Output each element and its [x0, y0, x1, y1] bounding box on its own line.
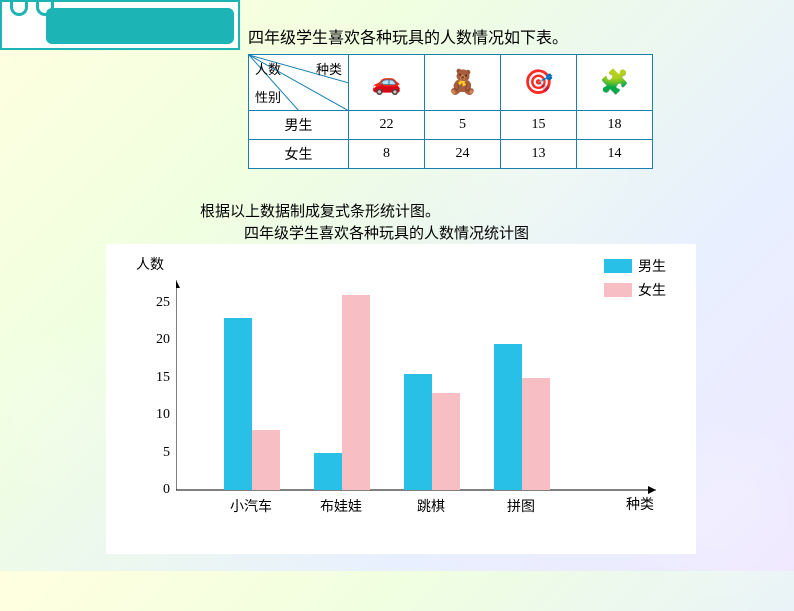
corner-bottom: 性别 — [255, 87, 281, 106]
cell: 22 — [349, 111, 425, 140]
legend-label: 男生 — [638, 256, 666, 276]
cell: 24 — [425, 140, 501, 169]
y-tick-label: 0 — [140, 482, 170, 498]
cell: 5 — [425, 111, 501, 140]
row-label: 女生 — [249, 140, 349, 169]
table-title: 四年级学生喜欢各种玩具的人数情况如下表。 — [248, 24, 688, 48]
category-label: 跳棋 — [396, 496, 466, 516]
y-tick-label: 25 — [140, 295, 170, 311]
cell: 14 — [577, 140, 653, 169]
chess-icon: 🎯 — [524, 68, 554, 97]
x-axis-label: 种类 — [626, 494, 654, 514]
category-label: 拼图 — [486, 496, 556, 516]
table-row: 男生 22 5 15 18 — [249, 111, 653, 140]
binder-header — [46, 8, 234, 44]
cell: 13 — [501, 140, 577, 169]
bar-chart: 人数 男生 女生 0510152025小汽车布娃娃跳棋拼图 种类 — [106, 244, 696, 554]
content-top: 四年级学生喜欢各种玩具的人数情况如下表。 人数 种类 性别 🚗 🧸 🎯 🧩 男生… — [248, 24, 688, 169]
category-label: 布娃娃 — [306, 496, 376, 516]
cell: 15 — [501, 111, 577, 140]
bar — [224, 318, 252, 491]
legend-item-boys: 男生 — [604, 256, 666, 276]
y-axis-label: 人数 — [136, 254, 164, 274]
plot-area: 0510152025小汽车布娃娃跳棋拼图 — [176, 280, 666, 510]
y-tick-label: 15 — [140, 370, 170, 386]
col-icon-chess: 🎯 — [501, 55, 577, 111]
y-tick-label: 10 — [140, 407, 170, 423]
bar — [432, 393, 460, 491]
y-tick-label: 5 — [140, 445, 170, 461]
category-label: 小汽车 — [216, 496, 286, 516]
col-icon-doll: 🧸 — [425, 55, 501, 111]
bar — [494, 344, 522, 490]
col-icon-puzzle: 🧩 — [577, 55, 653, 111]
subtitle: 根据以上数据制成复式条形统计图。 — [200, 200, 440, 221]
table-row: 女生 8 24 13 14 — [249, 140, 653, 169]
toy-data-table: 人数 种类 性别 🚗 🧸 🎯 🧩 男生 22 5 15 18 女生 8 24 1… — [248, 54, 653, 169]
bar — [314, 453, 342, 491]
table-corner-cell: 人数 种类 性别 — [249, 55, 349, 111]
cell: 8 — [349, 140, 425, 169]
car-icon: 🚗 — [372, 68, 402, 97]
corner-right: 种类 — [316, 59, 342, 78]
legend-swatch-boys — [604, 259, 632, 273]
bar — [342, 295, 370, 490]
cell: 18 — [577, 111, 653, 140]
chart-title: 四年级学生喜欢各种玩具的人数情况统计图 — [244, 222, 529, 243]
puzzle-icon: 🧩 — [600, 68, 630, 97]
doll-icon: 🧸 — [448, 68, 478, 97]
col-icon-car: 🚗 — [349, 55, 425, 111]
bar — [252, 430, 280, 490]
corner-top: 人数 — [255, 59, 281, 78]
binder-tab — [0, 0, 240, 50]
row-label: 男生 — [249, 111, 349, 140]
y-tick-label: 20 — [140, 332, 170, 348]
bar — [404, 374, 432, 490]
bar — [522, 378, 550, 491]
